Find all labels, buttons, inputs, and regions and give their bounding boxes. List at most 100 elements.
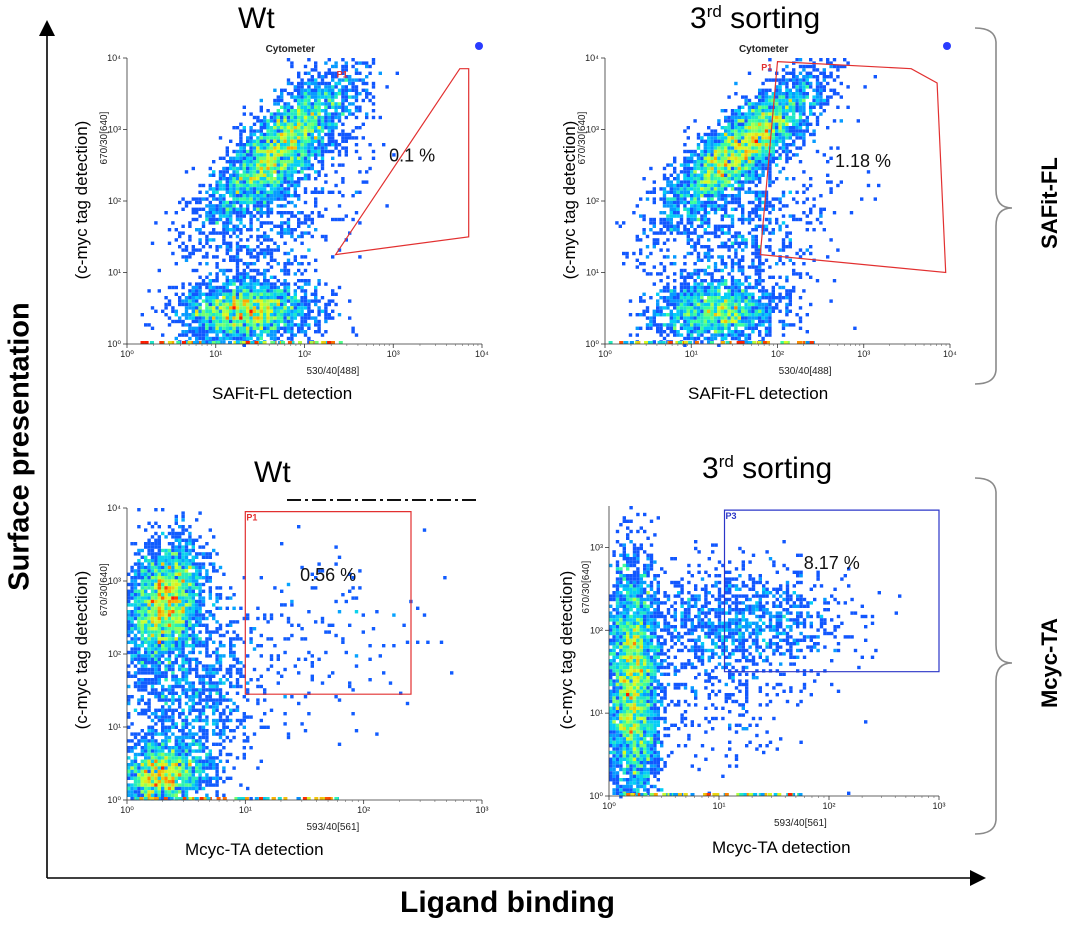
y-tick-label: 10² [590,625,603,635]
panel-1-plot: 10⁰ 10¹ 10² 10³ 10⁴ 10⁰ 10¹ 10² 10³ 10⁴ 530/40[488… [99,42,489,377]
y-tick-label: 10⁰ [107,795,121,805]
panel-3-title: Wt [254,456,291,490]
panel-2-plot: 10⁰ 10¹ 10² 10³ 10⁴ 10⁰ 10¹ 10² 10³ 10⁴ 530/40[488… [577,42,957,377]
brace-bottom [974,477,1013,835]
y-channel-label: 670/30[640] [577,111,588,164]
y-tick-label: 10¹ [108,722,121,732]
x-tick-label: 10² [298,349,311,359]
y-channel-label: 670/30[640] [99,563,110,616]
gate-name: P3 [726,511,737,521]
x-tick-label: 10³ [932,801,945,811]
group-label-mcyc: Mcyc-TA [1037,617,1062,709]
panel-1-title-text: Wt [238,2,275,35]
y-tick-label: 10⁰ [589,791,603,801]
y-tick-label: 10² [586,196,599,206]
instrument-label: Cytometer [266,44,316,55]
panel-2-title: 3rd sorting [690,2,820,36]
panel-2-title-sup: rd [706,2,722,21]
panel-3-plot: 10⁰ 10¹ 10² 10³ 10⁰ 10¹ 10² 10³ 10⁴ 593/40[561] 67… [99,499,489,833]
y-tick-label: 10⁰ [585,339,599,349]
y-tick-label: 10³ [108,125,121,135]
axis-pileup [608,341,815,344]
x-tick-label: 10¹ [239,805,252,815]
x-channel-label: 593/40[561] [306,822,359,833]
density-dots [127,508,454,801]
axis-pileup [140,341,343,344]
panel-4-title-num: 3 [702,452,719,485]
gate-percent: 0.1 % [389,146,435,166]
x-axis-title: Ligand binding [400,886,615,919]
panel-4-plot: 10⁰ 10¹ 10² 10³ 10⁰ 10¹ 10² 10³ 593/40[561] 670/3… [581,506,946,829]
y-tick-label: 10³ [590,542,603,552]
y-tick-label: 10³ [586,125,599,135]
x-tick-label: 10⁴ [475,349,489,359]
x-tick-label: 10² [357,805,370,815]
panel-4-title-sup: rd [718,452,734,471]
density-dots [615,58,881,347]
gate-percent: 8.17 % [804,553,860,573]
y-tick-label: 10⁴ [107,53,121,63]
x-tick-label: 10² [771,349,784,359]
x-tick-label: 10³ [387,349,400,359]
y-channel-label: 670/30[640] [99,111,110,164]
y-tick-label: 10¹ [590,708,603,718]
x-tick-label: 10⁰ [120,349,134,359]
x-tick-label: 10¹ [209,349,222,359]
gate-polygon [723,509,940,673]
gate-name: P1 [246,513,257,523]
x-tick-label: 10³ [475,805,488,815]
x-tick-label: 10⁰ [120,805,134,815]
status-dot [943,42,951,50]
gate-percent: 1.18 % [835,151,891,171]
y-tick-label: 10³ [108,576,121,586]
panel-3-ylabel: (c-myc tag detection) [72,570,91,730]
x-channel-label: 530/40[488] [779,366,832,377]
gate-polygon [244,511,412,695]
x-tick-label: 10¹ [712,801,725,811]
gate-name: P1 [761,63,772,73]
x-tick-label: 10² [822,801,835,811]
x-channel-label: 530/40[488] [306,366,359,377]
x-channel-label: 593/40[561] [774,818,827,829]
x-tick-label: 10⁴ [943,349,957,359]
y-tick-label: 10¹ [586,268,599,278]
panel-2-title-rest: sorting [721,2,821,35]
x-tick-label: 10⁰ [602,801,616,811]
x-tick-label: 10³ [857,349,870,359]
gate-polygon [334,68,470,256]
panel-4-title-rest: sorting [733,452,833,485]
brace-top [974,27,1013,385]
panel-4-title: 3rd sorting [702,452,832,486]
panel-2-title-num: 3 [690,2,707,35]
panel-3-xlabel: Mcyc-TA detection [185,840,324,859]
gate-percent: 0.56 % [300,565,356,585]
x-tick-label: 10⁰ [598,349,612,359]
gate-polygon [759,60,947,274]
panel-1-xlabel: SAFit-FL detection [212,384,353,403]
y-tick-label: 10⁴ [585,53,599,63]
y-channel-label: 670/30[640] [581,561,592,614]
panel-1-ylabel: (c-myc tag detection) [72,120,91,280]
x-tick-label: 10¹ [685,349,698,359]
axis-pileup [619,793,803,796]
axis-pileup [134,797,339,800]
panel-1-title: Wt [238,2,275,36]
y-tick-label: 10⁰ [107,339,121,349]
status-dot [475,42,483,50]
panel-4-ylabel: (c-myc tag detection) [557,570,576,730]
y-axis-title: Surface presentation [3,302,36,591]
density-dots [140,58,399,347]
panel-4-xlabel: Mcyc-TA detection [712,838,851,857]
y-tick-label: 10² [108,196,121,206]
density-dots [609,506,902,799]
gate-name: P1 [337,70,348,80]
panel-3-title-text: Wt [254,456,291,489]
instrument-label: Cytometer [739,44,789,55]
y-tick-label: 10⁴ [107,503,121,513]
panel-2-xlabel: SAFit-FL detection [688,384,829,403]
group-label-safit: SAFit-FL [1037,157,1062,249]
y-tick-label: 10¹ [108,268,121,278]
y-tick-label: 10² [108,649,121,659]
